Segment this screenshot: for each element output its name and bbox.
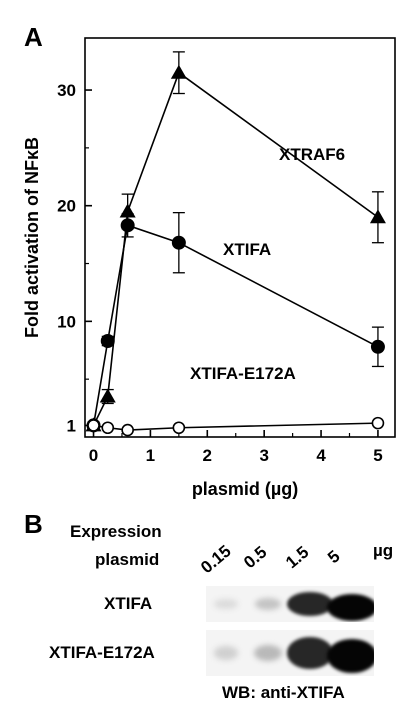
blot-band (327, 593, 374, 621)
blot-band (214, 599, 238, 609)
blot-unit-label: µg (373, 541, 394, 560)
blot-band (287, 637, 333, 669)
data-point-open-circle (371, 416, 385, 430)
panel-b-label: B (24, 509, 43, 539)
x-tick-label: 4 (316, 446, 326, 465)
data-point-circle (370, 339, 385, 354)
y-axis-label: Fold activation of NFκB (22, 137, 42, 338)
data-point-triangle (99, 388, 116, 403)
series-label-xtifa-e172a: XTIFA-E172A (190, 364, 296, 383)
panel-a-label: A (24, 22, 43, 52)
data-point-circle (120, 218, 135, 233)
blot-strip (206, 586, 374, 622)
data-point-circle (171, 235, 186, 250)
blot-row-label: XTIFA-E172A (49, 643, 155, 662)
series-line (93, 422, 378, 431)
x-tick-label: 1 (146, 446, 155, 465)
series-label-xtraf6: XTRAF6 (279, 145, 346, 164)
blot-band (213, 646, 239, 660)
x-tick-label: 5 (373, 446, 382, 465)
blot-strip (206, 630, 374, 676)
x-tick-label: 0 (89, 446, 98, 465)
blot-lane-label: 0.15 (197, 541, 235, 578)
y-tick-label: 10 (57, 312, 76, 331)
x-tick-label: 2 (203, 446, 212, 465)
blot-row-label: XTIFA (104, 594, 153, 613)
data-point-open-circle (172, 421, 186, 435)
blot-header-line1: Expression (70, 522, 162, 541)
blot-lane-label: 1.5 (282, 542, 313, 573)
data-point-open-circle (121, 423, 134, 437)
blot-header-line2: plasmid (95, 550, 160, 569)
y-tick-label: 20 (57, 197, 76, 216)
data-point-circle (100, 334, 115, 349)
plot-frame (84, 37, 396, 438)
y-tick-label: 1 (67, 416, 76, 435)
blot-band (254, 598, 282, 610)
blot-band (254, 644, 282, 662)
data-point-triangle (369, 209, 386, 224)
data-point-open-circle (87, 419, 100, 432)
x-tick-label: 3 (259, 446, 268, 465)
y-tick-label: 30 (57, 81, 76, 100)
blot-band (287, 591, 333, 617)
x-axis-label: plasmid (µg) (192, 479, 298, 499)
series-label-xtifa: XTIFA (223, 240, 272, 259)
data-point-open-circle (101, 421, 115, 435)
blot-lane-label: 0.5 (240, 542, 271, 573)
blot-lane-label: 5 (324, 546, 344, 568)
blot-band (327, 638, 374, 674)
data-point-triangle (170, 64, 187, 79)
blot-footer: WB: anti-XTIFA (222, 683, 345, 702)
